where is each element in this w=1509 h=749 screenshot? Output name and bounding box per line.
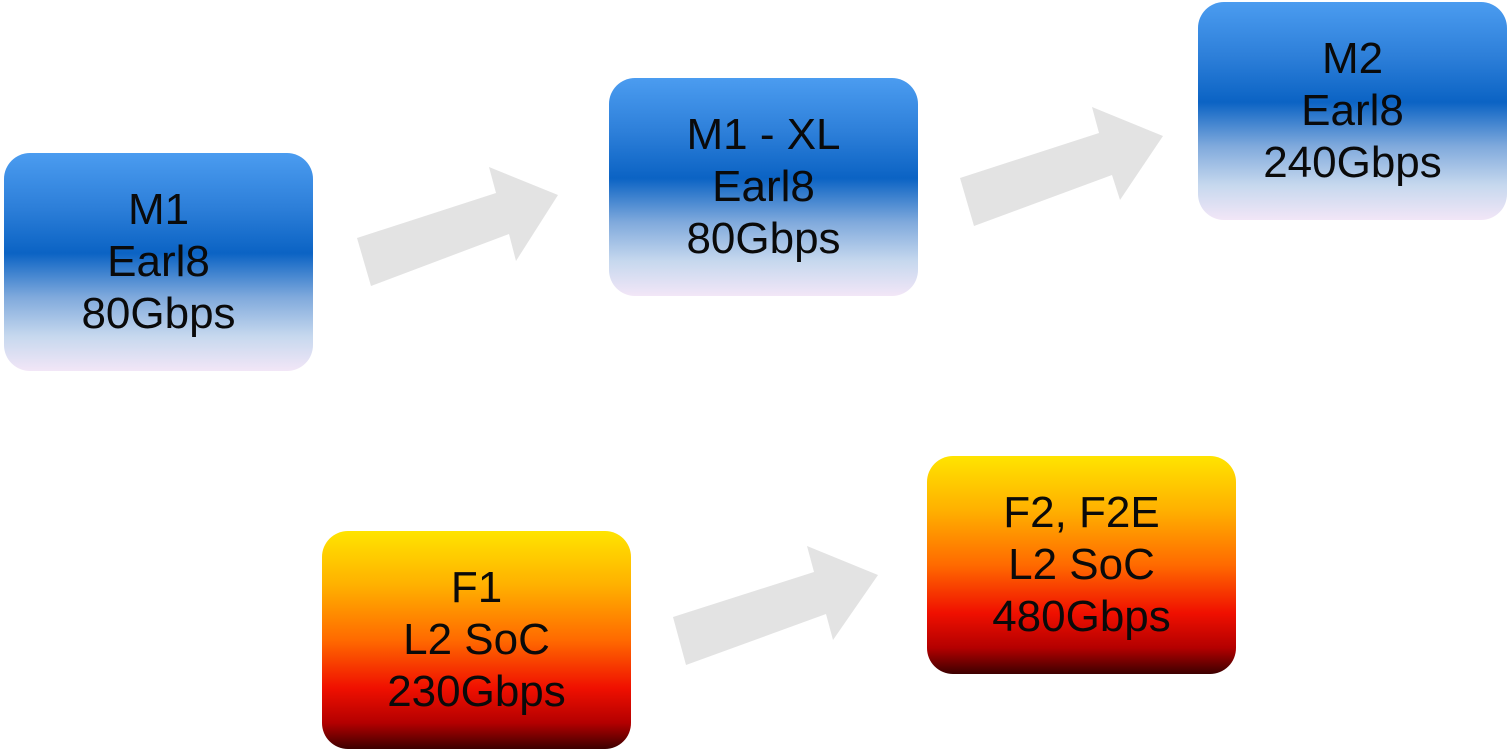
node-f2: F2, F2E L2 SoC 480Gbps — [927, 456, 1236, 674]
node-f2-name: F2, F2E — [1003, 488, 1160, 537]
node-m1-xl-name: M1 - XL — [686, 110, 841, 159]
node-m2-engine: Earl8 — [1301, 86, 1404, 135]
node-f2-engine: L2 SoC — [1008, 540, 1155, 589]
node-m1-xl-engine: Earl8 — [712, 162, 815, 211]
node-f1-engine: L2 SoC — [403, 615, 550, 664]
node-m1: M1 Earl8 80Gbps — [4, 153, 313, 371]
node-m2-throughput: 240Gbps — [1263, 138, 1442, 187]
node-f1-name: F1 — [450, 563, 503, 612]
node-m2: M2 Earl8 240Gbps — [1198, 2, 1507, 220]
node-m1-xl: M1 - XL Earl8 80Gbps — [609, 78, 918, 296]
node-m1-xl-throughput: 80Gbps — [686, 214, 841, 263]
arrow-m1-to-m1xl — [357, 167, 558, 286]
node-f1-throughput: 230Gbps — [387, 667, 566, 716]
node-m1-throughput: 80Gbps — [81, 289, 236, 338]
node-m2-name: M2 — [1321, 34, 1384, 83]
node-f2-throughput: 480Gbps — [992, 592, 1171, 641]
arrow-f1-to-f2 — [673, 546, 878, 665]
arrow-m1xl-to-m2 — [960, 107, 1163, 226]
node-m1-name: M1 — [127, 185, 190, 234]
node-f1: F1 L2 SoC 230Gbps — [322, 531, 631, 749]
node-m1-engine: Earl8 — [107, 237, 210, 286]
